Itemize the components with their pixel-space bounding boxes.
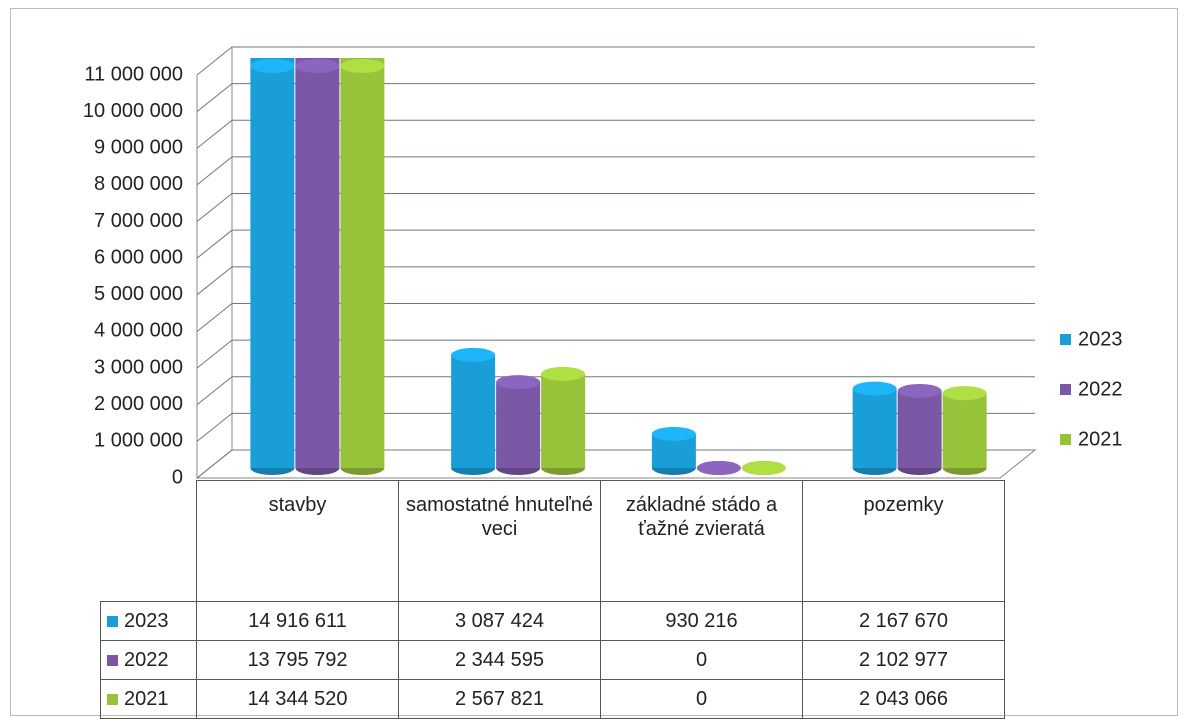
- legend-key-cell: 2022: [100, 640, 197, 680]
- bar-top: [696, 461, 741, 475]
- y-tick-label: 8 000 000: [94, 173, 183, 195]
- bar: [852, 381, 897, 475]
- bar-top: [942, 386, 987, 401]
- legend-key-cell: 2021: [100, 679, 197, 719]
- legend-label: 2023: [1078, 328, 1123, 350]
- bar: [496, 375, 541, 475]
- value-cell: 930 216: [600, 601, 803, 641]
- series-label: 2023: [124, 609, 169, 632]
- bar-body: [451, 354, 496, 468]
- series-label: 2021: [124, 687, 169, 710]
- value-cell: 2 344 595: [398, 640, 601, 680]
- grid-line: [196, 449, 1035, 479]
- bar-body: [295, 58, 340, 468]
- value-cell: 0: [600, 679, 803, 719]
- legend-swatch: [107, 654, 118, 666]
- category-label: stavby: [196, 480, 399, 602]
- y-tick-label: 0: [172, 466, 183, 488]
- legend-swatch: [107, 693, 118, 705]
- bar: [741, 461, 786, 475]
- bar: [295, 58, 340, 475]
- series-row: 2022 13 795 792 2 344 595 0 2 102 977: [100, 640, 1005, 680]
- bar-body: [496, 382, 541, 468]
- bar: [897, 383, 942, 475]
- value-cell: 14 344 520: [196, 679, 399, 719]
- bar: [696, 461, 741, 475]
- legend-swatch: [1060, 384, 1071, 395]
- value-cell: 13 795 792: [196, 640, 399, 680]
- bar: [340, 58, 385, 475]
- y-tick-label: 10 000 000: [83, 100, 183, 122]
- grid-line: [196, 412, 1035, 442]
- bar-top: [741, 461, 786, 475]
- bar-top: [496, 375, 541, 390]
- bar-cap: [295, 59, 340, 73]
- legend-swatch: [107, 615, 118, 627]
- bar-top: [651, 426, 696, 441]
- y-tick-label: 9 000 000: [94, 137, 183, 159]
- category-label: pozemky: [802, 480, 1005, 602]
- bar-cap: [340, 59, 385, 73]
- y-tick-label: 2 000 000: [94, 393, 183, 415]
- value-cell: 2 567 821: [398, 679, 601, 719]
- y-tick-label: 5 000 000: [94, 283, 183, 305]
- data-table: stavby samostatné hnuteľné veci základné s…: [100, 480, 1005, 719]
- bar: [651, 426, 696, 475]
- y-tick-label: 1 000 000: [94, 430, 183, 452]
- bar-top: [897, 383, 942, 398]
- bar-cap: [250, 59, 295, 73]
- bar: [942, 386, 987, 475]
- grid-line: [196, 193, 1035, 222]
- legend-swatch: [1060, 434, 1071, 445]
- y-tick-label: 3 000 000: [94, 356, 183, 378]
- grid-line: [196, 376, 1035, 406]
- grid-line: [196, 119, 1035, 149]
- bar: [250, 58, 295, 475]
- grid-line: [196, 229, 1035, 259]
- y-tick-label: 11 000 000: [84, 63, 183, 85]
- series-label: 2022: [124, 648, 169, 671]
- bar-top: [541, 366, 586, 381]
- category-label: základné stádo a ťažné zvieratá: [600, 480, 803, 602]
- legend-swatch: [1060, 334, 1071, 345]
- header-row: stavby samostatné hnuteľné veci základné s…: [100, 480, 1005, 602]
- bar-body: [340, 58, 385, 469]
- grid-line: [196, 302, 1035, 332]
- bar-body: [541, 373, 586, 468]
- value-cell: 3 087 424: [398, 601, 601, 641]
- bar-body: [897, 390, 942, 468]
- grid-line: [196, 156, 1035, 186]
- bar-top: [451, 347, 496, 362]
- grid-line: [196, 339, 1035, 369]
- bar-body: [852, 388, 897, 468]
- grid-line: [196, 83, 1035, 113]
- grid-line: [196, 46, 1035, 76]
- legend-key-cell: 2023: [100, 601, 197, 641]
- category-label: samostatné hnuteľné veci: [398, 480, 601, 602]
- y-tick-label: 6 000 000: [94, 246, 183, 268]
- bar: [451, 347, 496, 475]
- bar-body: [942, 393, 987, 468]
- legend-label: 2021: [1078, 428, 1123, 450]
- series-row: 2021 14 344 520 2 567 821 0 2 043 066: [100, 679, 1005, 719]
- grid-line: [196, 266, 1035, 296]
- bar-body: [250, 58, 295, 468]
- value-cell: 2 167 670: [802, 601, 1005, 641]
- corner-cell: [100, 480, 197, 602]
- value-cell: 0: [600, 640, 803, 680]
- series-row: 2023 14 916 611 3 087 424 930 216 2 167 670: [100, 601, 1005, 641]
- value-cell: 14 916 611: [196, 601, 399, 641]
- bar: [541, 366, 586, 475]
- value-cell: 2 043 066: [802, 679, 1005, 719]
- y-tick-label: 4 000 000: [94, 320, 183, 342]
- bar-top: [852, 381, 897, 396]
- value-cell: 2 102 977: [802, 640, 1005, 680]
- legend-label: 2022: [1078, 378, 1123, 400]
- y-tick-label: 7 000 000: [94, 210, 183, 232]
